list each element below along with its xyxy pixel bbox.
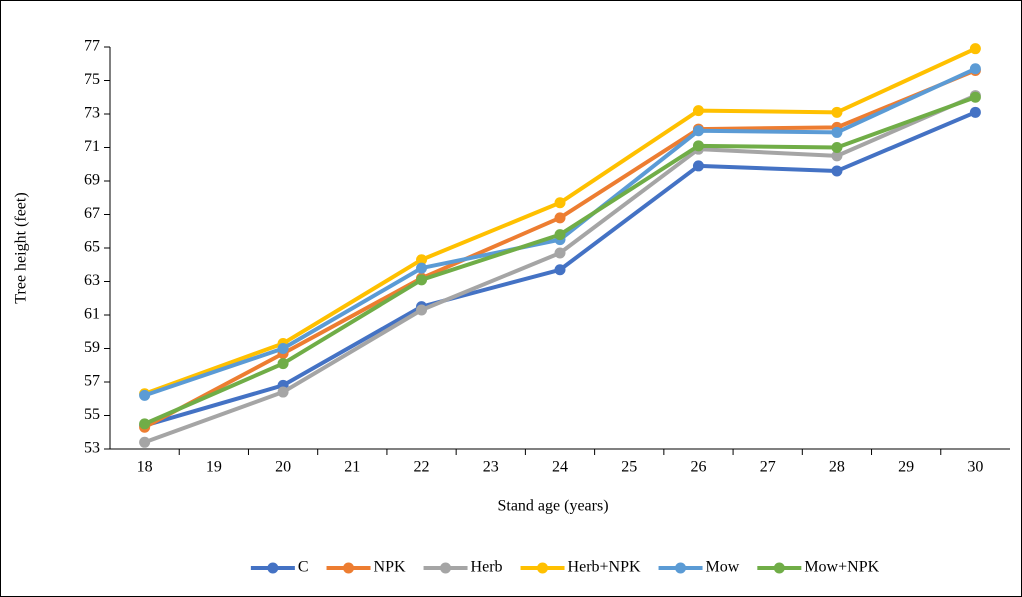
x-tick-label: 18 bbox=[137, 459, 153, 476]
y-tick-label: 55 bbox=[84, 406, 100, 423]
y-tick-label: 73 bbox=[84, 105, 100, 122]
x-tick-label: 22 bbox=[414, 459, 430, 476]
x-tick-label: 20 bbox=[275, 459, 291, 476]
y-tick-label: 59 bbox=[84, 339, 100, 356]
legend-item: C bbox=[250, 559, 309, 576]
legend-label: C bbox=[298, 559, 309, 576]
legend: C NPK Herb Herb+NPK Mow Mow+NPK bbox=[250, 559, 880, 576]
data-point bbox=[831, 126, 843, 138]
y-tick-label: 71 bbox=[84, 138, 100, 155]
data-point bbox=[692, 105, 704, 117]
legend-marker bbox=[773, 562, 785, 574]
data-point bbox=[969, 43, 981, 55]
legend-marker bbox=[675, 562, 687, 574]
y-tick-label: 57 bbox=[84, 373, 100, 390]
x-tick-label: 27 bbox=[760, 459, 776, 476]
data-point bbox=[554, 264, 566, 276]
legend-label: Herb+NPK bbox=[568, 559, 641, 576]
x-tick-label: 28 bbox=[829, 459, 845, 476]
data-point bbox=[554, 247, 566, 259]
x-tick-label: 19 bbox=[206, 459, 222, 476]
x-tick-label: 30 bbox=[967, 459, 983, 476]
data-point bbox=[416, 304, 428, 316]
legend-item: Herb bbox=[423, 559, 503, 576]
y-tick-label: 61 bbox=[84, 306, 100, 323]
legend-marker bbox=[537, 562, 549, 574]
data-point bbox=[554, 212, 566, 224]
data-point bbox=[831, 165, 843, 177]
data-point bbox=[416, 262, 428, 274]
data-point bbox=[416, 274, 428, 286]
data-point bbox=[554, 197, 566, 209]
legend-marker bbox=[343, 562, 355, 574]
data-point bbox=[831, 106, 843, 118]
y-tick-label: 77 bbox=[84, 38, 100, 55]
legend-label: NPK bbox=[374, 559, 406, 576]
data-point bbox=[554, 229, 566, 241]
y-tick-label: 67 bbox=[84, 205, 100, 222]
legend-item: Herb+NPK bbox=[520, 559, 641, 576]
data-point bbox=[692, 160, 704, 172]
legend-item: Mow+NPK bbox=[757, 559, 880, 576]
data-point bbox=[139, 418, 151, 430]
y-tick-label: 53 bbox=[84, 440, 100, 457]
y-axis-title: Tree height (feet) bbox=[13, 192, 30, 303]
data-point bbox=[139, 436, 151, 448]
data-point bbox=[969, 63, 981, 75]
data-point bbox=[969, 106, 981, 118]
x-tick-label: 24 bbox=[552, 459, 568, 476]
x-tick-label: 23 bbox=[483, 459, 499, 476]
legend-label: Mow bbox=[706, 559, 740, 576]
legend-label: Herb bbox=[471, 559, 503, 576]
legend-marker bbox=[440, 562, 452, 574]
data-point bbox=[139, 389, 151, 401]
data-point bbox=[277, 343, 289, 354]
data-point bbox=[277, 358, 289, 370]
data-point bbox=[831, 150, 843, 162]
x-tick-label: 25 bbox=[621, 459, 637, 476]
y-tick-label: 69 bbox=[84, 172, 100, 189]
y-tick-label: 65 bbox=[84, 239, 100, 256]
x-axis-title: Stand age (years) bbox=[497, 498, 608, 515]
x-tick-label: 26 bbox=[690, 459, 706, 476]
y-tick-label: 75 bbox=[84, 71, 100, 88]
x-tick-label: 21 bbox=[344, 459, 360, 476]
data-point bbox=[692, 125, 704, 137]
data-point bbox=[969, 91, 981, 103]
data-point bbox=[692, 140, 704, 152]
legend-item: NPK bbox=[326, 559, 406, 576]
data-point bbox=[831, 142, 843, 153]
legend-marker bbox=[267, 562, 279, 574]
x-tick-label: 29 bbox=[898, 459, 914, 476]
legend-item: Mow bbox=[658, 559, 740, 576]
data-point bbox=[416, 254, 428, 266]
y-tick-label: 63 bbox=[84, 272, 100, 289]
data-point bbox=[277, 386, 289, 398]
legend-label: Mow+NPK bbox=[804, 559, 879, 576]
